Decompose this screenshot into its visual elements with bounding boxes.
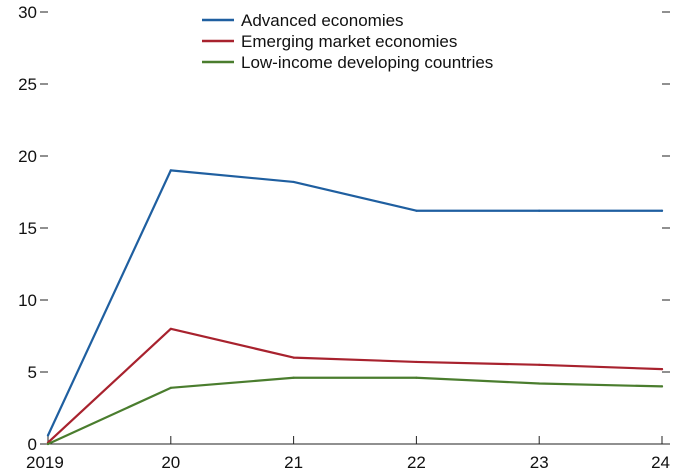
data-point (415, 209, 418, 212)
x-tick-label: 23 (530, 453, 549, 472)
y-tick-label: 5 (28, 363, 37, 382)
y-tick-label: 0 (28, 435, 37, 454)
legend-item: Low-income developing countries (202, 53, 493, 72)
legend-item: Advanced economies (202, 11, 404, 30)
x-tick-label: 20 (161, 453, 180, 472)
legend-label: Emerging market economies (241, 32, 457, 51)
data-point (292, 376, 295, 379)
data-point (292, 356, 295, 359)
x-tick-label: 22 (407, 453, 426, 472)
data-point (660, 368, 664, 371)
y-tick-label: 30 (18, 3, 37, 22)
data-point (169, 386, 172, 389)
data-point (169, 169, 172, 172)
data-point (538, 363, 541, 366)
legend-label: Low-income developing countries (241, 53, 493, 72)
data-point (538, 209, 541, 212)
y-tick-label: 20 (18, 147, 37, 166)
series-layer (46, 169, 664, 446)
x-tick-label: 24 (651, 453, 670, 472)
data-point (538, 382, 541, 385)
data-point (169, 327, 172, 330)
series-0 (46, 169, 664, 437)
data-point (415, 376, 418, 379)
series-2 (46, 376, 664, 446)
data-point (292, 180, 295, 184)
data-point (415, 360, 418, 364)
series-1 (46, 327, 664, 444)
series-line (46, 169, 664, 437)
x-tick-label: 21 (284, 453, 303, 472)
data-point (660, 209, 664, 212)
legend-item: Emerging market economies (202, 32, 457, 51)
series-line (46, 327, 664, 444)
x-tick-label: 2019 (26, 453, 64, 472)
y-tick-label: 15 (18, 219, 37, 238)
y-tick-label: 25 (18, 75, 37, 94)
data-point (46, 434, 50, 437)
legend: Advanced economies Emerging market econom… (202, 11, 493, 72)
data-point (46, 442, 50, 446)
legend-label: Advanced economies (241, 11, 404, 30)
data-point (660, 385, 664, 388)
axes: 0 5 10 15 20 25 30 2019 20 21 22 23 24 (18, 3, 670, 472)
y-tick-label: 10 (18, 291, 37, 310)
series-line (46, 376, 664, 446)
